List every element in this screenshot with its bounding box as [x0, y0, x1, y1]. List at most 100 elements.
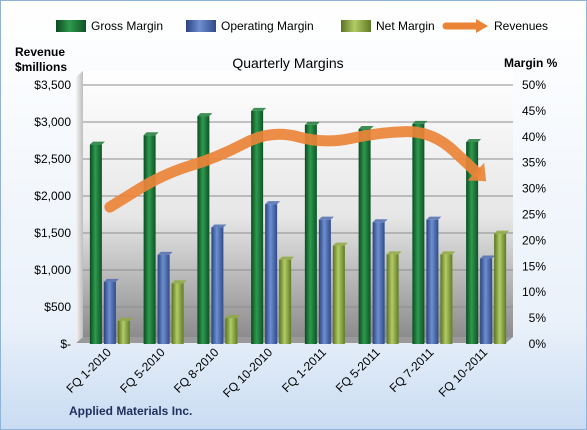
- bar-cap: [197, 113, 213, 117]
- left-tick-label: $1,000: [34, 263, 71, 277]
- right-tick-label: 40%: [522, 130, 546, 144]
- bar-operating-margin: [103, 281, 116, 344]
- bar-gross-margin: [143, 135, 156, 344]
- left-tick-label: $1,500: [34, 226, 71, 240]
- x-tick-label: FQ 7-2011: [387, 345, 437, 395]
- legend-label: Operating Margin: [221, 19, 314, 33]
- left-axis-title-line1: Revenue: [15, 45, 65, 59]
- right-tick-label: 15%: [522, 259, 546, 273]
- right-tick-label: 35%: [522, 156, 546, 170]
- plot-floor: [76, 337, 513, 343]
- legend-label: Gross Margin: [91, 19, 163, 33]
- legend: Gross Margin Operating Margin Net Margin Re…: [56, 19, 548, 33]
- bar-cap: [251, 107, 267, 111]
- revenue-line-path: [104, 126, 482, 213]
- left-axis-title-line2: $millions: [15, 60, 67, 74]
- legend-arrowhead: [476, 19, 488, 33]
- bar-cap: [440, 251, 456, 255]
- x-tick-label: FQ 8-2010: [171, 345, 222, 396]
- bar-cap: [89, 141, 105, 145]
- right-tick-label: 45%: [522, 104, 546, 118]
- plot-wall-side: [76, 71, 83, 343]
- x-tick-label: FQ 10-2011: [436, 345, 491, 400]
- bar-cap: [466, 138, 482, 142]
- left-tick-label: $3,000: [34, 115, 71, 129]
- legend-swatch: [341, 20, 371, 32]
- bar-net-margin: [279, 259, 292, 344]
- legend-swatch: [56, 20, 86, 32]
- bar-operating-margin: [426, 219, 439, 344]
- bar-gross-margin: [89, 144, 102, 344]
- left-tick-label: $2,500: [34, 152, 71, 166]
- bar-cap: [372, 219, 388, 223]
- bar-gross-margin: [251, 110, 264, 345]
- right-tick-label: 5%: [529, 311, 547, 325]
- x-tick-label: FQ 5-2011: [333, 345, 383, 395]
- bar-cap: [117, 317, 133, 321]
- right-axis-ticks: 0% 5% 10% 15% 20% 25% 30% 35% 40% 45% 50%: [522, 78, 546, 351]
- bar-gross-margin: [466, 141, 479, 344]
- bar-operating-margin: [480, 258, 493, 344]
- x-tick-label: FQ 1-2010: [64, 345, 115, 396]
- x-tick-label: FQ 10-2010: [220, 345, 275, 400]
- bar-cap: [332, 242, 348, 246]
- bar-gross-margin: [358, 129, 371, 344]
- right-tick-label: 30%: [522, 182, 546, 196]
- bar-cap: [143, 132, 159, 136]
- bar-operating-margin: [318, 219, 331, 344]
- bar-cap: [386, 251, 402, 255]
- right-axis-title: Margin %: [504, 56, 558, 70]
- bar-net-margin: [225, 318, 238, 344]
- legend-label: Revenues: [494, 19, 548, 33]
- bar-net-margin: [332, 245, 345, 344]
- bar-cap: [171, 280, 187, 284]
- bars: [89, 107, 510, 345]
- bar-cap: [279, 256, 295, 260]
- left-tick-label: $500: [44, 300, 71, 314]
- right-tick-label: 25%: [522, 208, 546, 222]
- right-tick-label: 20%: [522, 233, 546, 247]
- bar-net-margin: [171, 283, 184, 344]
- chart-title: Quarterly Margins: [232, 55, 343, 71]
- bar-cap: [225, 315, 241, 319]
- right-tick-label: 50%: [522, 78, 546, 92]
- left-tick-label: $2,000: [34, 189, 71, 203]
- bar-net-margin: [386, 254, 399, 344]
- bar-net-margin: [117, 320, 130, 344]
- company-caption: Applied Materials Inc.: [69, 404, 192, 418]
- bar-operating-margin: [372, 222, 385, 344]
- left-axis-ticks: $- $500 $1,000 $1,500 $2,000 $2,500 $3,000 $3,5…: [34, 78, 71, 351]
- bar-cap: [358, 126, 374, 130]
- bar-net-margin: [440, 254, 453, 344]
- revenue-line: [104, 126, 487, 213]
- legend-swatch: [186, 20, 216, 32]
- bar-cap: [103, 278, 119, 282]
- bar-operating-margin: [211, 227, 224, 344]
- right-tick-label: 10%: [522, 285, 546, 299]
- bar-cap: [304, 121, 320, 125]
- left-tick-label: $-: [60, 337, 71, 351]
- x-tick-label: FQ 1-2011: [279, 345, 329, 395]
- legend-label: Net Margin: [376, 19, 435, 33]
- bar-operating-margin: [157, 254, 170, 344]
- bar-cap: [494, 230, 510, 234]
- right-tick-label: 0%: [529, 337, 547, 351]
- bar-gross-margin: [304, 124, 317, 344]
- bar-gross-margin: [197, 116, 210, 344]
- bar-cap: [318, 216, 334, 220]
- bar-cap: [412, 120, 428, 124]
- bar-gross-margin: [412, 123, 425, 344]
- bar-operating-margin: [265, 204, 278, 344]
- bar-cap: [211, 224, 227, 228]
- bar-cap: [426, 216, 442, 220]
- x-tick-label: FQ 5-2010: [117, 345, 168, 396]
- bar-net-margin: [494, 233, 507, 344]
- left-tick-label: $3,500: [34, 78, 71, 92]
- bar-cap: [157, 251, 173, 255]
- revenue-arrowhead: [467, 162, 487, 182]
- bar-cap: [480, 255, 496, 259]
- bar-cap: [265, 201, 281, 205]
